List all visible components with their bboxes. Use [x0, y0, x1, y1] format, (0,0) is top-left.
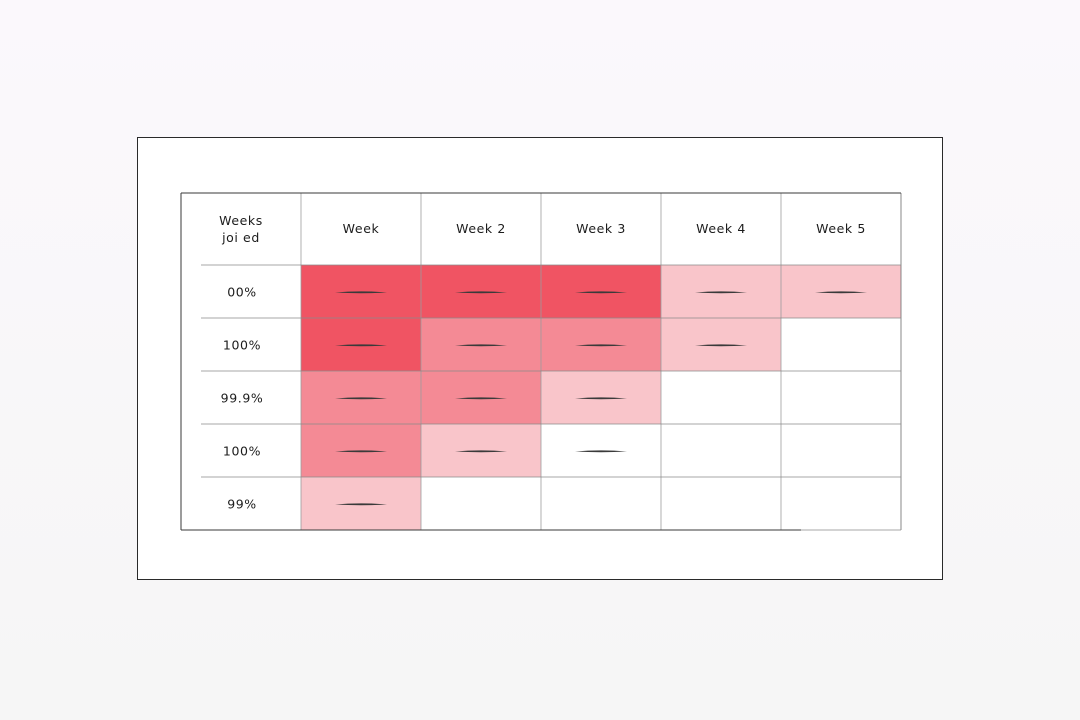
- column-header: Week 4: [696, 221, 746, 236]
- heatmap-cell: [541, 477, 661, 530]
- corner-header-line: joi ed: [221, 230, 260, 245]
- cohort-heatmap: Weeks joi ed Week Week 2 Week 3 Week 4 Week 5 0…: [180, 192, 902, 531]
- cell-dash: [455, 344, 507, 347]
- heatmap-cell: [421, 477, 541, 530]
- cell-dash: [695, 291, 747, 294]
- column-header: Week 3: [576, 221, 626, 236]
- cell-dash: [575, 450, 627, 453]
- row-label: 00%: [227, 285, 257, 300]
- heatmap-cell: [661, 424, 781, 477]
- column-header: Week 2: [456, 221, 506, 236]
- cell-dash: [335, 450, 387, 453]
- column-header: Week: [343, 221, 380, 236]
- cell-dash: [455, 291, 507, 294]
- heatmap-cell: [661, 371, 781, 424]
- cell-dash: [815, 291, 867, 294]
- cell-dash: [335, 503, 387, 506]
- cell-dash: [575, 397, 627, 400]
- heatmap-cell: [781, 371, 901, 424]
- cell-dash: [455, 450, 507, 453]
- row-label: 99%: [227, 497, 257, 512]
- row-label: 100%: [223, 444, 261, 459]
- column-header: Week 5: [816, 221, 866, 236]
- heatmap-cell: [661, 477, 781, 530]
- heatmap-cell: [781, 424, 901, 477]
- cell-dash: [335, 344, 387, 347]
- cell-dash: [455, 397, 507, 400]
- cell-dash: [575, 291, 627, 294]
- cell-dash: [335, 397, 387, 400]
- row-label: 99.9%: [221, 391, 264, 406]
- cell-dash: [335, 291, 387, 294]
- corner-header-line: Weeks: [219, 213, 263, 228]
- heatmap-cell: [781, 477, 901, 530]
- cell-dash: [575, 344, 627, 347]
- row-label: 100%: [223, 338, 261, 353]
- heatmap-cell: [781, 318, 901, 371]
- chart-frame: Weeks joi ed Week Week 2 Week 3 Week 4 Week 5 0…: [137, 137, 943, 580]
- cell-dash: [695, 344, 747, 347]
